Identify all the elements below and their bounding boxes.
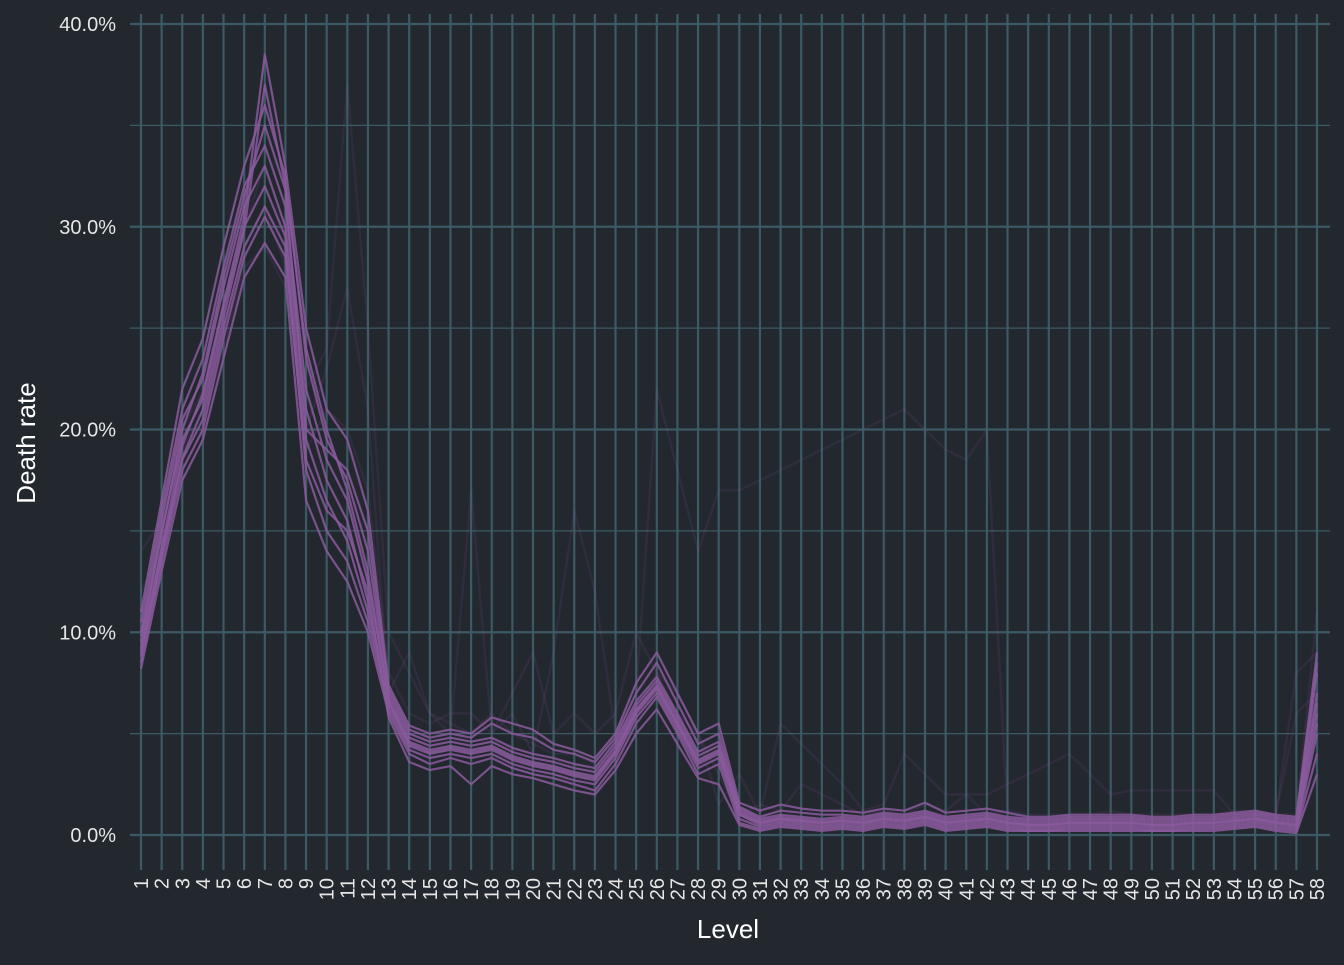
x-axis-tick-labels: 1234567891011121314151617181920212223242… [131, 878, 1329, 900]
x-tick-label: 1 [131, 878, 153, 889]
y-tick-label: 0.0% [70, 825, 116, 847]
x-tick-label: 55 [1245, 878, 1267, 900]
x-tick-label: 43 [998, 878, 1020, 900]
x-tick-label: 48 [1101, 878, 1123, 900]
series-lines [139, 53, 1319, 835]
x-tick-label: 5 [214, 878, 236, 889]
x-tick-label: 27 [667, 878, 689, 900]
x-tick-label: 21 [544, 878, 566, 900]
x-tick-label: 24 [606, 878, 628, 900]
x-tick-label: 9 [296, 878, 318, 889]
x-tick-label: 51 [1163, 878, 1185, 900]
x-tick-label: 16 [441, 878, 463, 900]
y-axis-label: Death rate [11, 382, 41, 503]
x-tick-label: 3 [172, 878, 194, 889]
x-tick-label: 2 [152, 878, 174, 889]
x-tick-label: 32 [771, 878, 793, 900]
y-tick-label: 30.0% [59, 217, 116, 239]
y-tick-label: 40.0% [59, 14, 116, 36]
x-tick-label: 45 [1039, 878, 1061, 900]
x-tick-label: 53 [1204, 878, 1226, 900]
x-tick-label: 25 [626, 878, 648, 900]
series-line [139, 53, 1319, 818]
x-tick-label: 57 [1286, 878, 1308, 900]
y-tick-label: 20.0% [59, 420, 116, 442]
x-tick-label: 18 [482, 878, 504, 900]
x-tick-label: 34 [812, 878, 834, 900]
x-tick-label: 12 [358, 878, 380, 900]
x-tick-label: 54 [1225, 878, 1247, 900]
x-tick-label: 35 [833, 878, 855, 900]
x-tick-label: 11 [337, 878, 359, 899]
x-tick-label: 6 [234, 878, 256, 889]
x-tick-label: 39 [915, 878, 937, 900]
x-tick-label: 14 [399, 878, 421, 900]
x-tick-label: 50 [1142, 878, 1164, 900]
x-tick-label: 13 [379, 878, 401, 900]
x-tick-label: 8 [275, 878, 297, 889]
x-tick-label: 26 [647, 878, 669, 900]
series-line [139, 215, 1319, 835]
series-line [139, 205, 1319, 830]
x-tick-label: 10 [317, 878, 339, 900]
x-tick-label: 17 [461, 878, 483, 900]
x-tick-label: 49 [1121, 878, 1143, 900]
x-tick-label: 28 [688, 878, 710, 900]
x-tick-label: 44 [1018, 878, 1040, 900]
x-tick-label: 7 [255, 878, 277, 889]
x-tick-label: 22 [564, 878, 586, 900]
x-tick-label: 4 [193, 878, 215, 889]
x-tick-label: 58 [1307, 878, 1329, 900]
x-tick-label: 46 [1059, 878, 1081, 900]
x-tick-label: 38 [894, 878, 916, 900]
x-tick-label: 37 [874, 878, 896, 900]
x-tick-label: 19 [502, 878, 524, 900]
x-tick-label: 23 [585, 878, 607, 900]
series-line [139, 83, 1319, 826]
x-tick-label: 20 [523, 878, 545, 900]
y-axis-tick-labels: 0.0% 10.0% 20.0% 30.0% 40.0% [59, 14, 116, 847]
x-tick-label: 31 [750, 878, 772, 900]
x-tick-label: 36 [853, 878, 875, 900]
x-tick-label: 30 [729, 878, 751, 900]
x-tick-label: 56 [1266, 878, 1288, 900]
x-tick-label: 42 [977, 878, 999, 900]
series-line [139, 241, 1319, 832]
x-tick-label: 52 [1183, 878, 1205, 900]
y-tick-label: 10.0% [59, 622, 116, 644]
x-tick-label: 29 [709, 878, 731, 900]
x-axis-label: Level [697, 914, 759, 944]
x-tick-label: 40 [936, 878, 958, 900]
x-tick-label: 33 [791, 878, 813, 900]
x-tick-label: 15 [420, 878, 442, 900]
x-tick-label: 41 [956, 878, 978, 900]
x-tick-label: 47 [1080, 878, 1102, 900]
